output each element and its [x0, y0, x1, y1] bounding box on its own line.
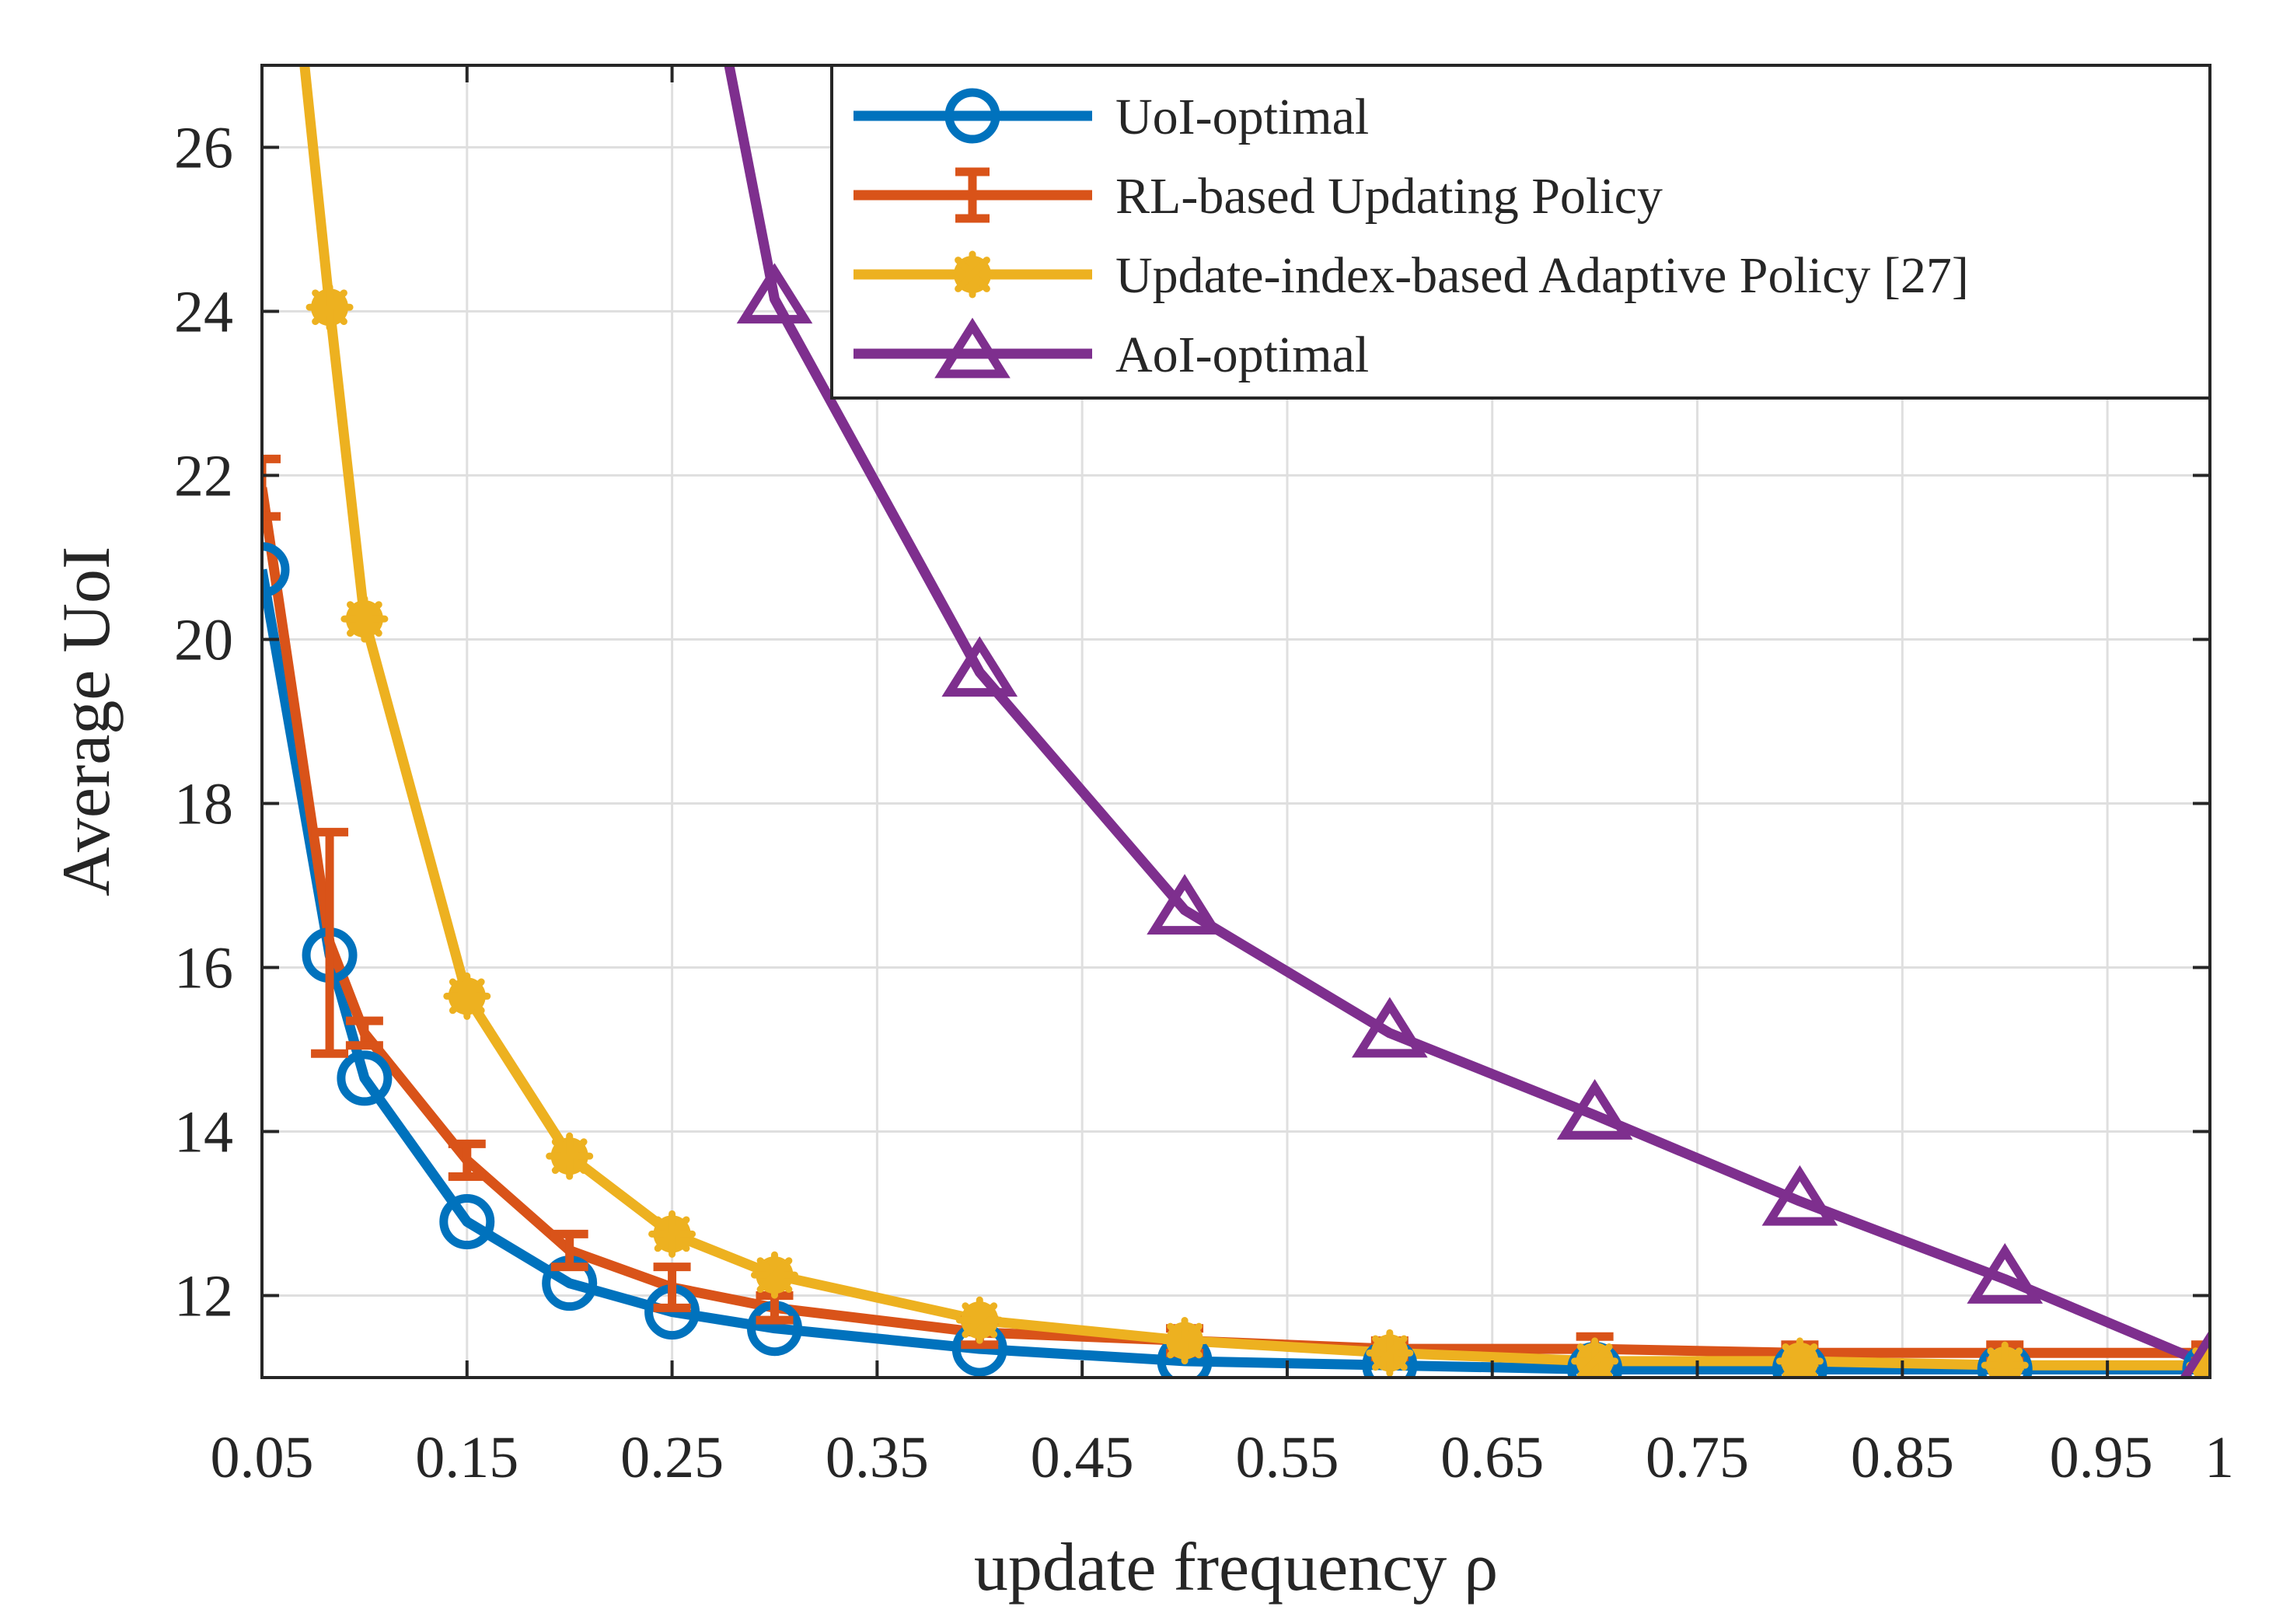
triangle-marker [1147, 874, 1223, 935]
asterisk-marker [1366, 1329, 1414, 1377]
asterisk-marker [1161, 1317, 1209, 1365]
legend-label: UoI-optimal [1115, 89, 1369, 145]
legend-label: AoI-optimal [1115, 327, 1369, 383]
triangle-marker [1352, 997, 1428, 1058]
asterisk-marker [443, 972, 491, 1020]
triangle-marker [1967, 1243, 2044, 1304]
x-tick-label: 0.35 [826, 1425, 929, 1490]
circle-marker [337, 1050, 393, 1106]
triangle-marker [736, 263, 813, 324]
errorbar-marker [311, 827, 349, 1058]
asterisk-marker [750, 1251, 798, 1299]
asterisk-marker [340, 595, 389, 643]
asterisk-marker [546, 1132, 594, 1180]
series-group [262, 65, 2210, 1374]
legend-entry-update-index-based-adaptive-policy-27: Update-index-based Adaptive Policy [27] [854, 247, 1969, 304]
x-tick-label: 0.55 [1235, 1425, 1339, 1490]
asterisk-marker [1775, 1337, 1824, 1378]
y-axis-label: Average UoI [49, 547, 124, 896]
series-line-uoi-optimal [262, 568, 2210, 1374]
series-line-update-index-based-adaptive-policy-27 [299, 65, 2210, 1371]
triangle-marker [941, 636, 1018, 697]
x-tick-label: 0.65 [1440, 1425, 1544, 1490]
errorbar-marker [653, 1263, 691, 1312]
marker-group [262, 263, 2210, 1378]
asterisk-marker [1981, 1341, 2029, 1378]
circle-marker [439, 1194, 495, 1250]
legend-entry-aoi-optimal: AoI-optimal [854, 317, 1369, 383]
legend-entry-uoi-optimal: UoI-optimal [854, 88, 1369, 145]
errorbar-marker [345, 1016, 383, 1050]
y-tick-label: 14 [174, 1100, 233, 1165]
triangle-marker [934, 317, 1011, 379]
legend: UoI-optimal RL-based Updating Policy Updat… [830, 64, 2211, 400]
errorbar-marker [955, 167, 990, 223]
asterisk-marker [1571, 1337, 1619, 1378]
triangle-marker [1761, 1165, 1838, 1226]
asterisk-marker [305, 283, 354, 331]
circle-marker [262, 542, 290, 598]
asterisk-marker [955, 1296, 1004, 1344]
x-tick-label: 0.15 [415, 1425, 518, 1490]
x-tick-label: 0.85 [1851, 1425, 1954, 1490]
y-tick-label: 20 [174, 608, 233, 673]
y-tick-label: 16 [174, 936, 233, 1001]
y-tick-label: 18 [174, 772, 233, 837]
asterisk-marker [948, 250, 997, 299]
x-tick-label: 0.75 [1646, 1425, 1749, 1490]
series-line-rl-based-updating-policy [262, 487, 2210, 1358]
x-tick-label: 0.25 [620, 1425, 724, 1490]
series-markers-update-index-based-adaptive-policy-27 [305, 283, 2210, 1378]
legend-label: RL-based Updating Policy [1115, 168, 1663, 225]
x-tick-label: 0.05 [211, 1425, 314, 1490]
legend-entry-rl-based-updating-policy: RL-based Updating Policy [854, 167, 1663, 225]
errorbar-marker [448, 1139, 486, 1182]
circle-marker [944, 88, 1000, 144]
y-tick-label: 12 [174, 1264, 233, 1329]
series-markers-aoi-optimal [736, 263, 2210, 1378]
legend-label: Update-index-based Adaptive Policy [27] [1115, 247, 1969, 304]
x-tick-label: 1 [2204, 1425, 2234, 1490]
x-axis-label: update frequency ρ [974, 1530, 1498, 1605]
y-tick-label: 22 [174, 444, 233, 509]
x-tick-label: 0.95 [2050, 1425, 2153, 1490]
triangle-marker [1556, 1079, 1633, 1140]
asterisk-marker [648, 1210, 696, 1258]
y-tick-label: 26 [174, 116, 233, 181]
series-line-aoi-optimal [724, 65, 2210, 1371]
errorbar-marker [550, 1229, 588, 1272]
errorbar-marker [262, 454, 281, 521]
y-tick-label: 24 [174, 280, 233, 345]
x-tick-label: 0.45 [1031, 1425, 1134, 1490]
tick-labels: 0.05 0.15 0.25 0.35 0.45 0.55 0.65 0.75 0.85 0.95… [174, 116, 2234, 1491]
triangle-marker [2179, 1329, 2210, 1378]
